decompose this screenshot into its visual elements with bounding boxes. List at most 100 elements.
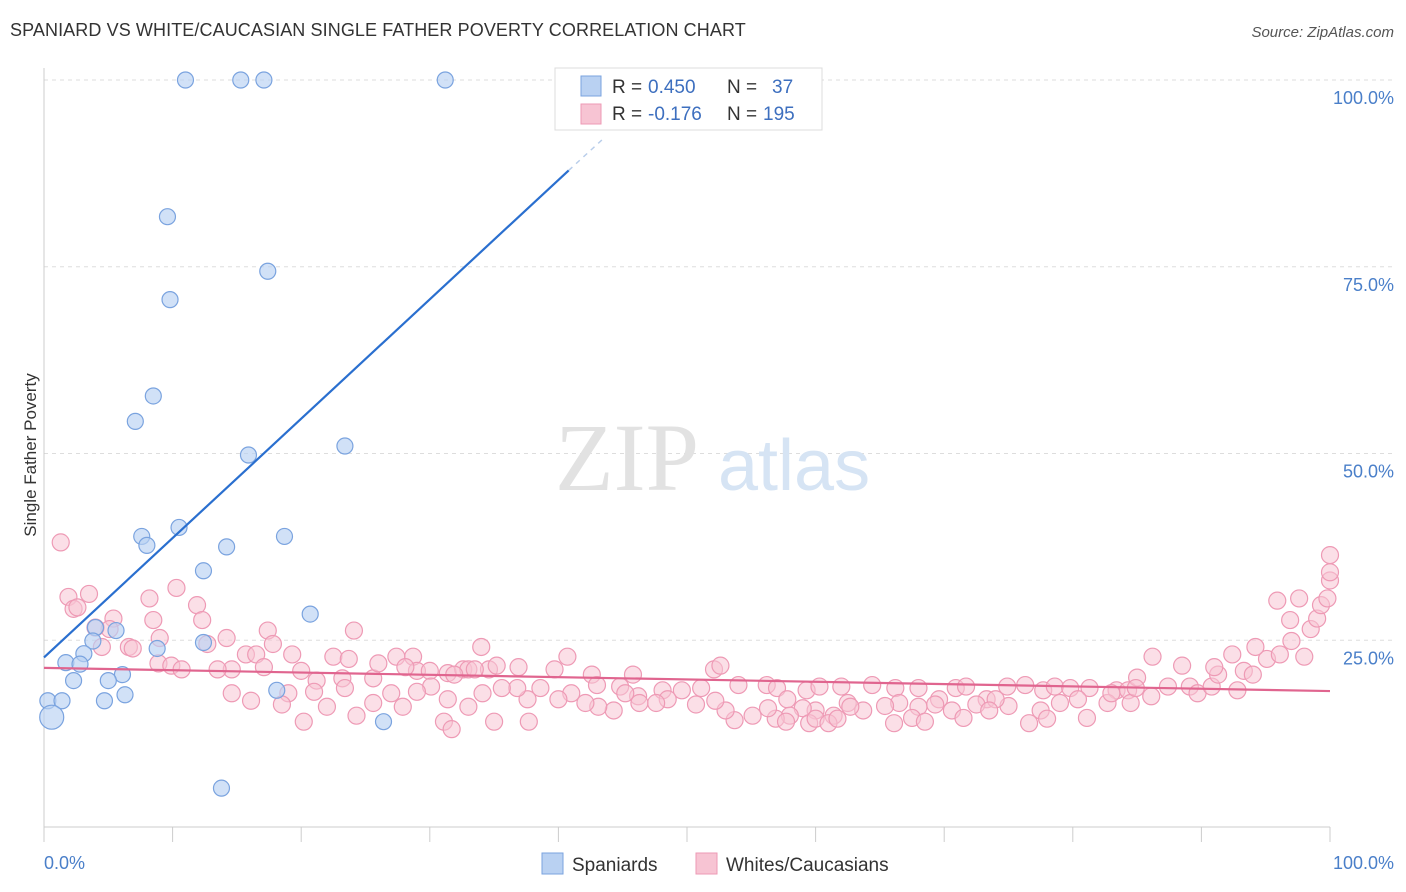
data-point-whites [672,681,691,700]
data-point-whites [1068,690,1088,709]
data-point-whites [549,690,568,709]
data-point-spaniards [148,639,166,658]
data-point-whites [344,621,364,640]
data-point-whites [1019,714,1039,733]
data-point-whites [519,712,538,731]
data-point-whites [347,706,366,725]
data-point-whites [208,660,227,679]
data-point-whites [743,706,762,725]
data-point-whites [79,584,99,604]
data-point-whites [292,661,311,680]
legend: R = 0.450 N = 37 R = -0.176 N = 195 [554,67,823,131]
data-point-spaniards [170,518,188,537]
data-point-whites [531,678,550,698]
data-point-spaniards [301,605,319,623]
data-point-whites [51,533,70,552]
data-point-whites [915,712,935,731]
data-point-spaniards [194,633,213,652]
data-point-whites [692,678,711,698]
data-point-whites [1320,545,1340,565]
data-point-whites [758,699,778,718]
y-tick-label: 25.0% [1343,648,1394,668]
data-point-whites [604,701,623,720]
data-point-whites [776,712,796,731]
data-point-whites [364,693,383,713]
series-whites-points [51,533,1340,739]
data-point-whites [68,598,87,617]
data-point-whites [828,709,847,728]
data-point-spaniards [161,291,179,309]
data-point-whites [140,589,159,608]
trend-lines [43,139,1331,693]
bottom-legend-swatch-pink [695,852,718,875]
data-point-whites [438,690,457,709]
data-point-whites [1318,589,1337,608]
data-point-whites [263,634,283,654]
data-point-whites [832,677,851,696]
data-point-whites [1270,645,1289,664]
data-point-spaniards [158,208,177,226]
data-point-spaniards [374,713,393,731]
chart-title: SPANIARD VS WHITE/CAUCASIAN SINGLE FATHE… [10,20,746,40]
data-point-whites [382,684,401,703]
bottom-legend-spaniards: Spaniards [572,855,658,876]
data-point-whites [1295,647,1314,666]
data-point-whites [647,693,666,713]
data-point-whites [616,684,635,703]
data-point-whites [884,714,904,733]
data-point-spaniards [138,536,156,554]
trend-line-spaniards-extension [568,139,603,171]
data-point-whites [1281,610,1300,630]
source-label: Source: ZipAtlas.com [1251,24,1394,41]
data-point-spaniards [259,262,277,280]
data-point-whites [222,684,241,703]
watermark-atlas: atlas [718,426,870,506]
data-point-whites [254,658,274,677]
data-point-whites [339,649,358,669]
data-point-whites [841,697,860,716]
legend-blue-r-label: R = [612,77,642,98]
data-point-spaniards [71,655,89,673]
data-point-whites [1143,647,1162,666]
data-point-spaniards [107,621,125,640]
data-point-whites [630,693,649,713]
data-point-whites [335,678,355,698]
legend-pink-r-value: -0.176 [648,104,702,125]
data-point-whites [706,691,725,710]
trend-line-spaniards [43,169,570,659]
data-point-whites [487,656,506,675]
legend-blue-r-value: 0.450 [648,77,696,98]
data-point-whites [558,647,577,666]
grid-lines [44,79,1394,641]
data-point-whites [324,647,343,666]
data-point-whites [1158,677,1178,696]
data-point-spaniards [268,681,286,699]
legend-pink-n-label: N = [727,104,757,125]
legend-blue-n-label: N = [727,77,757,98]
data-point-spaniards [64,671,83,690]
data-point-whites [317,697,337,716]
data-point-whites [1290,589,1309,608]
data-point-spaniards [84,632,102,650]
data-point-whites [1050,693,1070,713]
y-axis-label: Single Father Poverty [21,373,40,537]
data-point-whites [1268,591,1287,610]
data-point-whites [1102,684,1121,703]
data-point-spaniards [212,779,231,797]
data-point-whites [217,628,236,648]
data-point-whites [909,678,928,698]
series-spaniards-points [39,71,454,797]
data-point-spaniards [436,71,454,89]
y-tick-label: 75.0% [1343,275,1394,295]
data-point-whites [1173,656,1192,675]
data-point-whites [1223,645,1242,664]
legend-swatch-blue [580,75,602,97]
data-point-spaniards [176,71,195,89]
data-point-whites [459,697,478,716]
data-point-whites [875,696,895,716]
data-point-whites [473,684,492,703]
data-point-whites [623,665,643,684]
data-point-whites [167,578,186,598]
data-point-whites [407,682,427,701]
